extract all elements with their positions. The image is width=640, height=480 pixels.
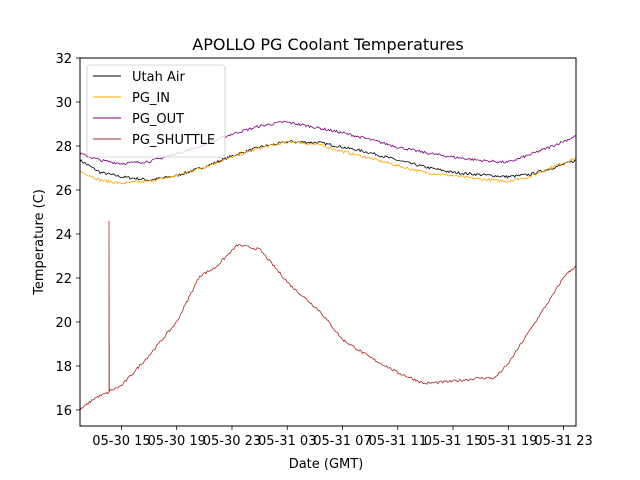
legend-label: PG_SHUTTLE — [132, 133, 215, 148]
legend-label: PG_IN — [132, 91, 170, 106]
legend-item: PG_OUT — [93, 112, 184, 127]
series-line-pg-out — [80, 120, 576, 165]
chart-title: APOLLO PG Coolant Temperatures — [192, 35, 463, 54]
x-tick-label: 05-30 19 — [147, 434, 205, 449]
x-axis-label: Date (GMT) — [289, 457, 364, 472]
legend: Utah Air PG_IN PG_OUT PG_SHUTTLE — [86, 64, 226, 158]
x-tick-label: 05-31 03 — [258, 434, 316, 449]
series-line-pg-shuttle — [80, 220, 576, 411]
y-tick-label: 26 — [55, 184, 72, 199]
y-tick-label: 28 — [55, 140, 72, 155]
y-axis-label: Temperature (C) — [32, 189, 47, 296]
x-tick-label: 05-31 19 — [479, 434, 537, 449]
y-tick-label: 24 — [55, 228, 72, 243]
y-tick-label: 20 — [55, 316, 72, 331]
legend-box — [86, 64, 226, 158]
y-tick-label: 18 — [55, 360, 72, 375]
legend-item: PG_IN — [93, 91, 170, 106]
legend-label: Utah Air — [132, 70, 185, 85]
x-tick-label: 05-31 15 — [424, 434, 482, 449]
legend-label: PG_OUT — [132, 112, 184, 127]
x-tick-label: 05-31 11 — [369, 434, 427, 449]
series-group — [80, 120, 576, 411]
legend-item: PG_SHUTTLE — [93, 133, 215, 148]
x-tick-label: 05-30 23 — [203, 434, 261, 449]
series-line-pg-in — [80, 140, 576, 185]
axes-frame — [79, 57, 577, 427]
x-tick-label: 05-30 15 — [92, 434, 150, 449]
x-tick-label: 05-31 23 — [534, 434, 592, 449]
y-tick-label: 30 — [55, 96, 72, 111]
x-tick-label: 05-31 07 — [313, 434, 371, 449]
y-tick-label: 22 — [55, 272, 72, 287]
legend-item: Utah Air — [93, 70, 185, 85]
y-axis: 16 18 20 22 24 26 28 30 32 — [55, 52, 80, 419]
y-tick-label: 16 — [55, 404, 72, 419]
y-tick-label: 32 — [55, 52, 72, 67]
